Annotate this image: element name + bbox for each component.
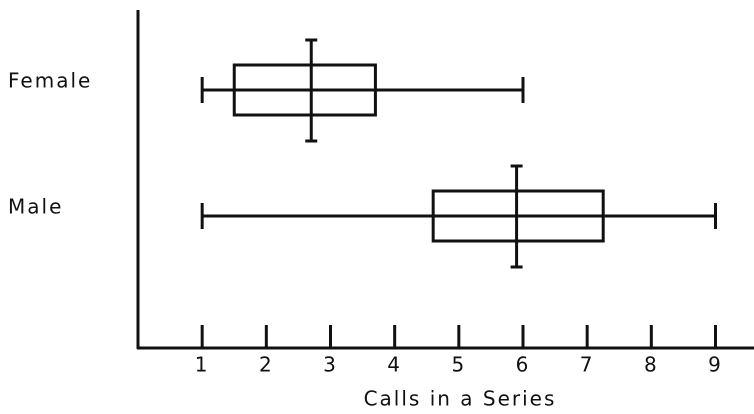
- x-tick-label: 9: [708, 353, 723, 377]
- x-axis-label: Calls in a Series: [364, 387, 557, 411]
- category-label: Female: [8, 69, 92, 93]
- x-tick-label: 3: [323, 353, 338, 377]
- x-tick-label: 7: [580, 353, 595, 377]
- x-tick-label: 4: [387, 353, 402, 377]
- x-tick-label: 6: [516, 353, 531, 377]
- box: [232, 63, 377, 117]
- x-tick-label: 1: [195, 353, 210, 377]
- box: [431, 189, 605, 243]
- category-label: Male: [8, 195, 63, 219]
- x-tick-label: 2: [259, 353, 274, 377]
- x-tick-label: 8: [644, 353, 659, 377]
- x-tick-label: 5: [451, 353, 466, 377]
